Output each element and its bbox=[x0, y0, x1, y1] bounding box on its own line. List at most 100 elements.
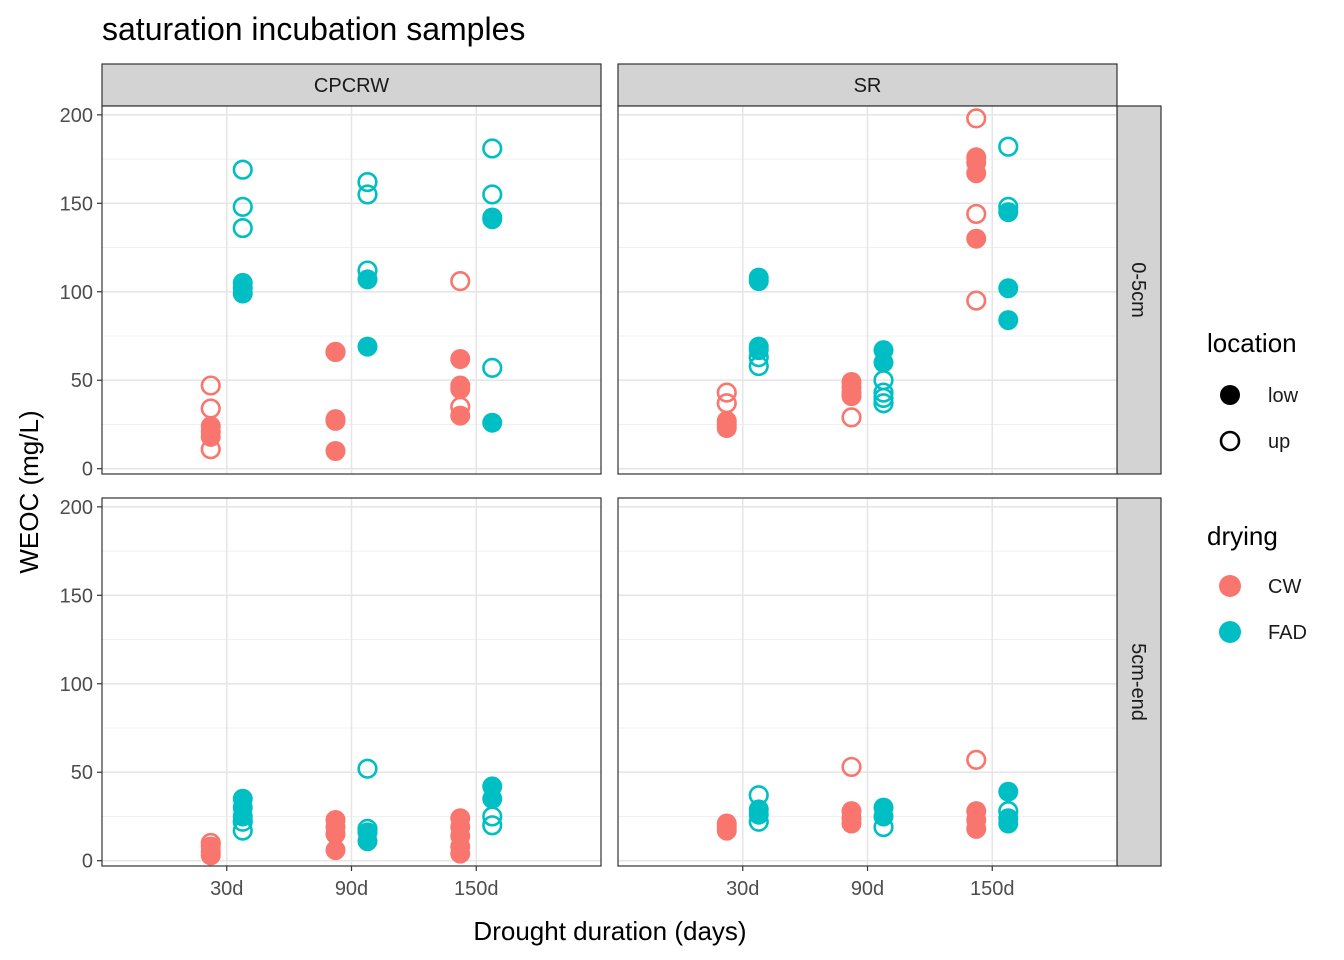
y-tick-label: 100 bbox=[60, 674, 93, 696]
data-point bbox=[841, 386, 862, 407]
data-point bbox=[357, 831, 378, 852]
data-point bbox=[716, 382, 737, 403]
data-point bbox=[841, 407, 862, 428]
data-point bbox=[748, 340, 769, 361]
data-point bbox=[450, 379, 471, 400]
panels-layer: CPCRW SR 0-5cm 5cm-end 0 50 100 150 200 0 50 100 150… bbox=[60, 63, 1162, 900]
data-point bbox=[966, 228, 987, 249]
y-tick-label: 0 bbox=[82, 459, 93, 481]
data-point bbox=[325, 341, 346, 362]
data-point bbox=[325, 441, 346, 461]
data-point bbox=[716, 418, 737, 438]
data-point bbox=[873, 393, 894, 414]
legend-label-fad: FAD bbox=[1268, 622, 1307, 644]
legend-drying-items: CW FAD bbox=[1219, 575, 1307, 644]
data-point bbox=[966, 290, 987, 311]
data-point bbox=[841, 756, 862, 778]
data-point bbox=[482, 184, 503, 205]
data-point bbox=[873, 352, 894, 373]
y-tick-label: 50 bbox=[71, 762, 93, 784]
legend-key-low bbox=[1220, 385, 1240, 405]
facet-strip-sr bbox=[617, 63, 1118, 107]
x-tick-label: 90d bbox=[335, 878, 368, 900]
data-point bbox=[482, 412, 503, 433]
data-point bbox=[841, 813, 862, 834]
data-point bbox=[482, 815, 503, 836]
data-point bbox=[232, 806, 253, 827]
legend-key-cw bbox=[1219, 575, 1241, 597]
data-point bbox=[748, 347, 769, 368]
data-point bbox=[748, 811, 769, 832]
data-point bbox=[873, 816, 894, 838]
data-point bbox=[998, 781, 1019, 802]
data-point bbox=[748, 804, 769, 825]
data-point bbox=[200, 426, 221, 447]
data-point bbox=[966, 108, 987, 129]
data-point bbox=[357, 171, 378, 193]
data-point bbox=[482, 806, 503, 827]
data-point bbox=[966, 818, 987, 839]
data-point bbox=[325, 840, 346, 861]
data-point bbox=[232, 159, 253, 180]
data-point bbox=[357, 269, 378, 290]
x-tick-label: 30d bbox=[210, 878, 243, 900]
data-point bbox=[357, 758, 378, 779]
data-point bbox=[232, 196, 253, 217]
x-tick-label: 90d bbox=[851, 878, 884, 900]
data-point bbox=[998, 813, 1019, 834]
data-point bbox=[998, 278, 1019, 299]
facet-strip-5cm-end bbox=[1116, 497, 1162, 867]
facet-strip-label-0-5cm: 0-5cm bbox=[1127, 262, 1149, 318]
y-tick-label: 50 bbox=[71, 370, 93, 392]
x-tick-label: 150d bbox=[454, 878, 499, 900]
data-point bbox=[998, 136, 1019, 157]
data-point bbox=[482, 788, 503, 809]
data-point bbox=[716, 820, 737, 841]
data-point bbox=[450, 843, 471, 864]
data-point bbox=[482, 357, 503, 378]
data-point bbox=[357, 184, 378, 205]
data-point bbox=[450, 405, 471, 426]
data-point bbox=[966, 163, 987, 184]
data-point bbox=[450, 271, 471, 292]
data-point bbox=[450, 349, 471, 369]
x-tick-label: 30d bbox=[726, 878, 759, 900]
legend-key-up bbox=[1219, 430, 1241, 452]
x-axis-label: Drought duration (days) bbox=[473, 916, 746, 946]
chart-title: saturation incubation samples bbox=[102, 11, 525, 47]
data-point bbox=[325, 410, 346, 431]
data-point bbox=[482, 209, 503, 230]
data-point bbox=[998, 202, 1019, 223]
data-point bbox=[325, 824, 346, 845]
legend-label-up: up bbox=[1268, 431, 1290, 453]
data-point bbox=[998, 310, 1019, 331]
data-point bbox=[232, 217, 253, 239]
legend-location-items: low up bbox=[1219, 385, 1299, 453]
data-point bbox=[748, 355, 769, 377]
data-point bbox=[966, 203, 987, 225]
data-point bbox=[482, 138, 503, 159]
facet-strip-label-sr: SR bbox=[854, 75, 882, 97]
panel-border bbox=[617, 105, 1118, 475]
data-point bbox=[873, 382, 894, 403]
panel-border bbox=[101, 105, 602, 475]
data-point bbox=[357, 336, 378, 357]
facet-strip-cpcrw bbox=[101, 63, 602, 107]
y-axis-label: WEOC (mg/L) bbox=[14, 410, 44, 573]
legend-location-title: location bbox=[1207, 328, 1297, 358]
data-point bbox=[200, 375, 221, 396]
data-point bbox=[232, 283, 253, 304]
y-tick-label: 0 bbox=[82, 851, 93, 873]
y-tick-label: 200 bbox=[60, 105, 93, 127]
legend-label-low: low bbox=[1268, 385, 1299, 407]
data-point bbox=[873, 387, 894, 409]
legend-drying-title: drying bbox=[1207, 521, 1278, 551]
facet-strip-label-5cm-end: 5cm-end bbox=[1127, 643, 1149, 721]
legend: location low up drying CW FAD bbox=[1207, 328, 1307, 644]
x-tick-label: 150d bbox=[970, 878, 1015, 900]
y-tick-label: 150 bbox=[60, 193, 93, 215]
legend-label-cw: CW bbox=[1268, 576, 1301, 598]
data-point bbox=[232, 811, 253, 832]
data-point bbox=[966, 749, 987, 770]
